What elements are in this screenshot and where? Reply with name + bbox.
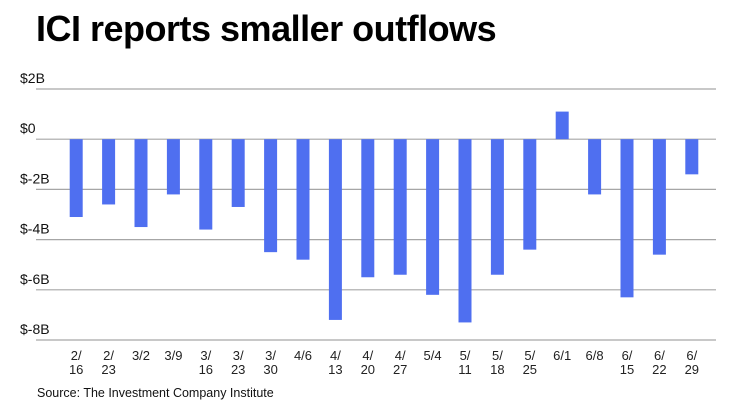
x-tick-label-line: 30	[263, 362, 277, 377]
y-tick-label: $-2B	[20, 170, 50, 186]
bar	[620, 139, 634, 298]
x-tick-label-line: 27	[393, 362, 407, 377]
bar	[458, 139, 472, 323]
x-tick-label-line: 23	[101, 362, 115, 377]
x-tick-label-line: 23	[231, 362, 245, 377]
x-tick-label-line: 2/	[71, 348, 82, 363]
x-tick-label-line: 5/	[524, 348, 535, 363]
x-tick-label: 4/6	[294, 348, 312, 363]
x-tick-label: 3/2	[132, 348, 150, 363]
x-tick-label-line: 3/	[200, 348, 211, 363]
x-tick-label: 3/23	[231, 348, 245, 377]
x-tick-label-line: 16	[199, 362, 213, 377]
x-tick-label-line: 3/	[265, 348, 276, 363]
bar	[296, 139, 310, 260]
x-tick-label: 5/25	[523, 348, 537, 377]
bar	[523, 139, 537, 250]
bar	[134, 139, 148, 228]
source-note: Source: The Investment Company Institute	[37, 386, 274, 400]
x-tick-label-line: 6/	[622, 348, 633, 363]
x-tick-label-line: 6/8	[586, 348, 604, 363]
bar	[69, 139, 83, 218]
gridlines	[36, 88, 716, 341]
x-tick-label-line: 5/	[460, 348, 471, 363]
bar	[264, 139, 278, 253]
bar	[426, 139, 440, 295]
bar	[166, 139, 180, 195]
x-tick-label-line: 6/	[686, 348, 697, 363]
x-tick-label: 3/30	[263, 348, 277, 377]
x-axis-tick-labels: 2/162/233/2 3/9 3/163/233/304/6 4/134/204/2…	[69, 348, 699, 377]
x-tick-label-line: 2/	[103, 348, 114, 363]
x-tick-label-line: 13	[328, 362, 342, 377]
x-tick-label-line: 5/	[492, 348, 503, 363]
x-tick-label: 6/15	[620, 348, 634, 377]
bar	[555, 111, 569, 140]
x-tick-label-line: 4/	[362, 348, 373, 363]
x-tick-label: 4/27	[393, 348, 407, 377]
y-axis-tick-labels: $2B $0 $-2B $-4B $-6B $-8B	[20, 70, 50, 337]
bar	[652, 139, 666, 255]
x-tick-label-line: 18	[490, 362, 504, 377]
x-tick-label: 6/1	[553, 348, 571, 363]
x-tick-label: 2/23	[101, 348, 115, 377]
bar	[328, 139, 342, 320]
x-tick-label-line: 3/9	[164, 348, 182, 363]
y-tick-label: $-4B	[20, 221, 50, 237]
x-tick-label-line: 6/1	[553, 348, 571, 363]
x-tick-label-line: 3/	[233, 348, 244, 363]
x-tick-label-line: 25	[523, 362, 537, 377]
y-tick-label: $-6B	[20, 271, 50, 287]
y-tick-label: $2B	[20, 70, 45, 86]
x-tick-label: 6/8	[586, 348, 604, 363]
bar	[361, 139, 375, 278]
bar	[685, 139, 699, 175]
x-tick-label: 4/20	[361, 348, 375, 377]
x-tick-label-line: 22	[652, 362, 666, 377]
x-tick-label: 6/22	[652, 348, 666, 377]
x-tick-label: 3/16	[199, 348, 213, 377]
x-tick-label-line: 5/4	[424, 348, 442, 363]
bar	[393, 139, 407, 275]
x-tick-label-line: 3/2	[132, 348, 150, 363]
x-tick-label-line: 6/	[654, 348, 665, 363]
x-tick-label-line: 4/6	[294, 348, 312, 363]
bar	[199, 139, 213, 230]
x-tick-label: 5/18	[490, 348, 504, 377]
x-tick-label-line: 29	[685, 362, 699, 377]
x-tick-label-line: 16	[69, 362, 83, 377]
bars	[69, 111, 699, 323]
x-tick-label: 4/13	[328, 348, 342, 377]
x-tick-label: 6/29	[685, 348, 699, 377]
y-tick-label: $-8B	[20, 321, 50, 337]
x-tick-label-line: 11	[458, 362, 472, 377]
x-tick-label: 5/11	[458, 348, 472, 377]
bar	[231, 139, 245, 207]
x-tick-label-line: 4/	[395, 348, 406, 363]
chart-title: ICI reports smaller outflows	[36, 8, 497, 49]
x-tick-label: 5/4	[424, 348, 442, 363]
bar	[490, 139, 504, 275]
x-tick-label: 2/16	[69, 348, 83, 377]
bar	[102, 139, 116, 205]
x-tick-label: 3/9	[164, 348, 182, 363]
x-tick-label-line: 20	[361, 362, 375, 377]
bar	[588, 139, 602, 195]
y-tick-label: $0	[20, 120, 36, 136]
x-tick-label-line: 15	[620, 362, 634, 377]
x-tick-label-line: 4/	[330, 348, 341, 363]
